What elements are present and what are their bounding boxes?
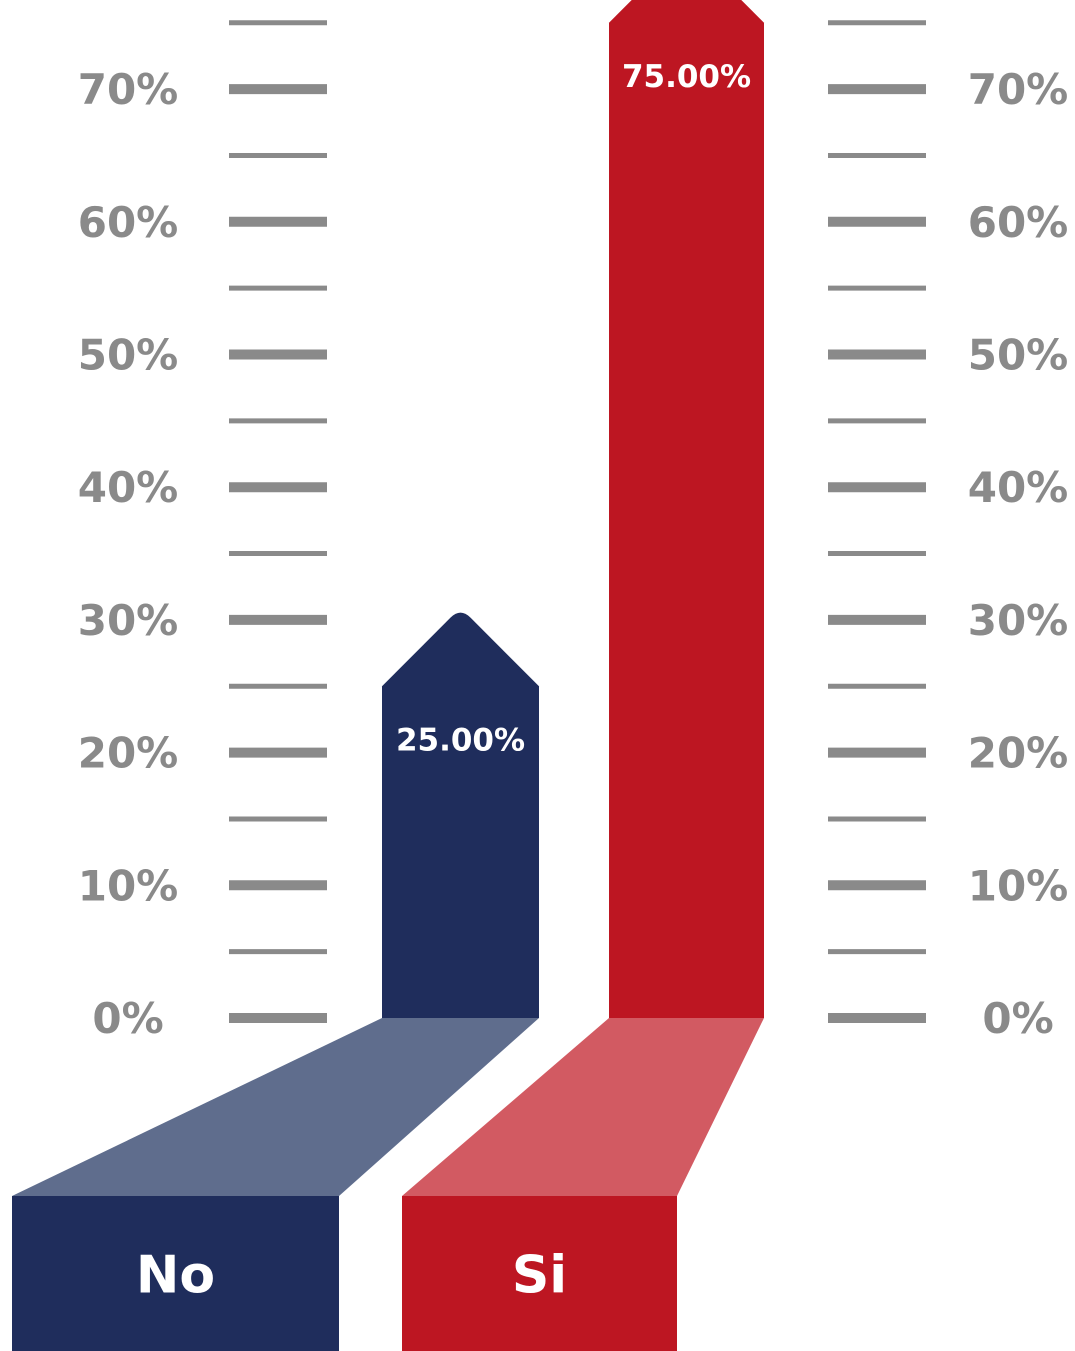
y-tick-label-right: 70% xyxy=(968,65,1069,114)
y-tick-label-left: 60% xyxy=(78,198,179,247)
y-tick-label-right: 60% xyxy=(968,198,1069,247)
y-tick-label-left: 0% xyxy=(92,994,163,1043)
y-tick-label-left: 40% xyxy=(78,463,179,512)
y-tick-label-left: 50% xyxy=(78,331,179,380)
value-label-si: 75.00% xyxy=(622,59,751,95)
category-label-si: Si xyxy=(512,1246,567,1306)
y-tick-label-right: 0% xyxy=(982,994,1053,1043)
category-box-si xyxy=(402,1196,677,1351)
y-tick-label-right: 50% xyxy=(968,331,1069,380)
axes-group: 0% 10% 20% 30% 40% 50% 60% 70% 0% 10% 20% 30% 40% 50%… xyxy=(78,20,1069,1043)
bar-base-no xyxy=(12,1018,539,1196)
category-label-no: No xyxy=(136,1246,215,1306)
y-tick-label-right: 20% xyxy=(968,729,1069,778)
bar-si xyxy=(609,0,764,1018)
y-tick-label-right: 10% xyxy=(968,861,1069,910)
y-tick-label-left: 70% xyxy=(78,65,179,114)
bar-base-si xyxy=(402,1018,764,1196)
category-box-no xyxy=(12,1196,339,1351)
value-label-no: 25.00% xyxy=(396,722,525,758)
y-tick-label-left: 30% xyxy=(78,596,179,645)
bars-group: 25.00% No 75.00% Si xyxy=(12,0,764,1351)
bar-no xyxy=(382,612,539,1018)
y-tick-label-left: 10% xyxy=(78,861,179,910)
y-tick-label-right: 40% xyxy=(968,463,1069,512)
y-tick-label-left: 20% xyxy=(78,729,179,778)
y-tick-label-right: 30% xyxy=(968,596,1069,645)
